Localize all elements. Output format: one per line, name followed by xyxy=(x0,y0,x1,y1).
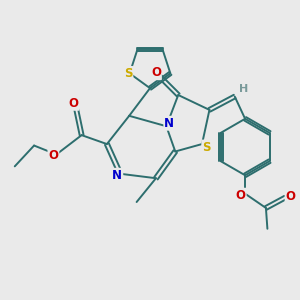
Text: N: N xyxy=(164,117,174,130)
Text: O: O xyxy=(286,190,296,202)
Text: N: N xyxy=(112,169,122,182)
Text: O: O xyxy=(68,97,78,110)
Text: S: S xyxy=(202,140,211,154)
Text: O: O xyxy=(151,66,161,79)
Text: S: S xyxy=(124,67,132,80)
Text: O: O xyxy=(236,189,246,202)
Text: H: H xyxy=(239,84,248,94)
Text: O: O xyxy=(48,148,59,162)
